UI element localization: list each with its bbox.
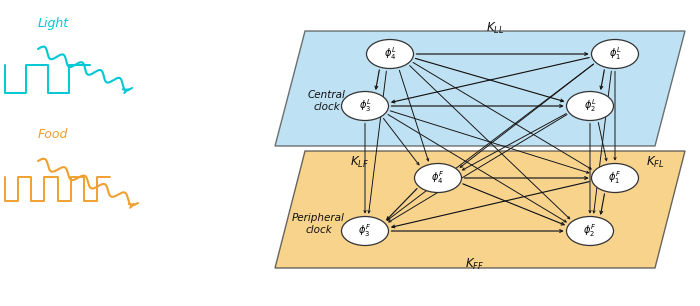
Ellipse shape xyxy=(566,91,613,121)
Text: Food: Food xyxy=(38,128,69,140)
Text: $\phi_1^L$: $\phi_1^L$ xyxy=(609,46,622,62)
Text: $K_{LL}$: $K_{LL}$ xyxy=(486,21,504,35)
Text: $\phi_4^L$: $\phi_4^L$ xyxy=(384,46,396,62)
Ellipse shape xyxy=(342,217,388,245)
Text: Light: Light xyxy=(38,17,69,31)
Text: Central
clock: Central clock xyxy=(308,90,346,112)
Text: $\phi_3^F$: $\phi_3^F$ xyxy=(358,222,372,239)
Polygon shape xyxy=(275,31,685,146)
Text: $\phi_2^L$: $\phi_2^L$ xyxy=(584,98,596,114)
Text: $K_{FL}$: $K_{FL}$ xyxy=(645,155,664,170)
Text: $\phi_4^F$: $\phi_4^F$ xyxy=(431,170,444,186)
Text: $\phi_2^F$: $\phi_2^F$ xyxy=(583,222,596,239)
Text: Peripheral
clock: Peripheral clock xyxy=(292,213,345,235)
Ellipse shape xyxy=(566,217,613,245)
Ellipse shape xyxy=(592,163,638,192)
Text: $\phi_1^F$: $\phi_1^F$ xyxy=(608,170,622,186)
Ellipse shape xyxy=(414,163,461,192)
Ellipse shape xyxy=(342,91,388,121)
Ellipse shape xyxy=(592,39,638,69)
Text: $K_{LF}$: $K_{LF}$ xyxy=(351,155,370,170)
Ellipse shape xyxy=(367,39,414,69)
Polygon shape xyxy=(275,151,685,268)
Text: $\phi_3^L$: $\phi_3^L$ xyxy=(358,98,371,114)
Text: $K_{FF}$: $K_{FF}$ xyxy=(466,256,484,271)
